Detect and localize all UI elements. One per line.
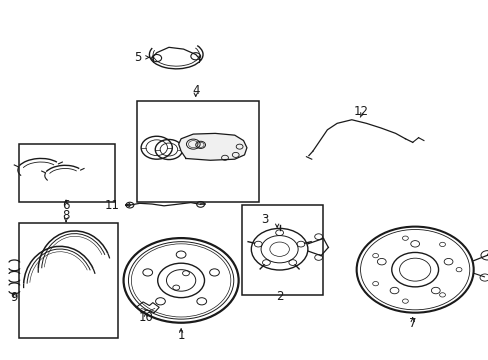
- Text: 7: 7: [408, 317, 416, 330]
- Text: 2: 2: [275, 290, 283, 303]
- Text: 5: 5: [134, 51, 141, 64]
- Text: 3: 3: [261, 213, 268, 226]
- Bar: [19, 144, 115, 202]
- Text: 9: 9: [11, 291, 18, 304]
- Text: 8: 8: [62, 210, 70, 222]
- Bar: [19, 223, 118, 338]
- Text: 6: 6: [62, 199, 70, 212]
- Text: 4: 4: [192, 84, 199, 97]
- Bar: [137, 101, 259, 202]
- Text: 1: 1: [177, 329, 184, 342]
- Text: 10: 10: [138, 311, 153, 324]
- Text: 12: 12: [353, 105, 368, 118]
- Bar: [242, 205, 322, 295]
- Polygon shape: [178, 134, 246, 160]
- Text: 11: 11: [105, 199, 120, 212]
